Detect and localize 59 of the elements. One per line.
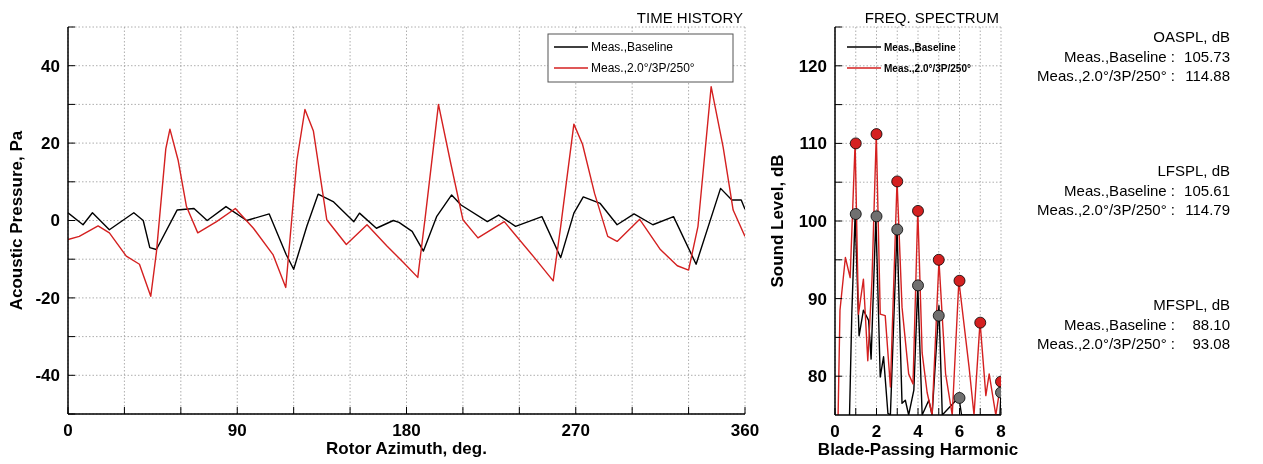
legend-label: Meas.,2.0°/3P/250° <box>591 61 695 76</box>
legend-label: Meas.,2.0°/3P/250° <box>884 62 971 74</box>
y-tick-label: 100 <box>798 211 827 231</box>
text: Meas.,Baseline : <box>1064 48 1175 66</box>
y-tick-label: -20 <box>35 288 60 308</box>
point <box>870 210 883 223</box>
point <box>870 128 883 140</box>
y-tick-label: 0 <box>50 211 60 231</box>
point <box>932 309 945 322</box>
text: 105.61 <box>1184 182 1230 200</box>
legend-label: Meas.,Baseline <box>884 41 957 53</box>
x-axis-title: Rotor Azimuth, deg. <box>326 439 487 458</box>
text: Meas.,2.0°/3P/250° : <box>1037 201 1175 219</box>
point <box>974 316 987 329</box>
y-tick-label: 80 <box>808 367 827 387</box>
chart-title: FREQ. SPECTRUM <box>864 9 999 26</box>
text: 114.79 <box>1185 201 1230 219</box>
text: LFSPL, dB <box>1157 162 1230 180</box>
text: MFSPL, dB <box>1153 296 1230 314</box>
point <box>891 223 904 236</box>
point <box>912 279 924 292</box>
point <box>953 392 966 404</box>
text: 88.10 <box>1192 316 1230 334</box>
x-tick-label: 90 <box>227 421 247 440</box>
x-tick-label: 180 <box>392 421 421 440</box>
point <box>849 137 862 150</box>
text: OASPL, dB <box>1153 28 1230 46</box>
text: Meas.,2.0°/3P/250° : <box>1037 335 1175 353</box>
x-tick-label: 270 <box>561 421 590 440</box>
x-tick-label: 6 <box>954 422 965 441</box>
y-tick-label: -40 <box>35 366 60 386</box>
y-tick-label: 120 <box>798 56 827 76</box>
text: Meas.,2.0°/3P/250° : <box>1037 67 1175 85</box>
y-tick-label: 20 <box>41 134 60 154</box>
text: 93.08 <box>1192 335 1230 353</box>
y-tick-label: 40 <box>41 56 60 76</box>
point <box>891 175 904 188</box>
point <box>912 205 924 217</box>
x-tick-label: 0 <box>63 421 73 440</box>
y-axis-title: Acoustic Pressure, Pa <box>7 130 26 311</box>
chart-title: TIME HISTORY <box>636 9 743 26</box>
text: Meas.,Baseline : <box>1064 182 1175 200</box>
y-axis-title: Sound Level, dB <box>768 154 787 288</box>
x-tick-label: 2 <box>871 422 882 441</box>
x-axis-title: Blade-Passing Harmonic <box>817 440 1019 459</box>
point <box>953 274 966 287</box>
y-tick-label: 90 <box>808 289 827 309</box>
x-tick-label: 360 <box>730 421 760 440</box>
text: 114.88 <box>1185 67 1230 85</box>
x-tick-label: 4 <box>913 422 924 441</box>
text: Meas.,Baseline : <box>1064 316 1175 334</box>
x-tick-label: 0 <box>830 422 840 441</box>
point <box>932 253 945 266</box>
line-series <box>68 85 745 298</box>
point <box>849 208 862 220</box>
x-tick-label: 8 <box>996 422 1006 441</box>
text: 105.73 <box>1184 48 1230 66</box>
y-tick-label: 110 <box>799 134 827 154</box>
legend-label: Meas.,Baseline <box>591 40 674 55</box>
